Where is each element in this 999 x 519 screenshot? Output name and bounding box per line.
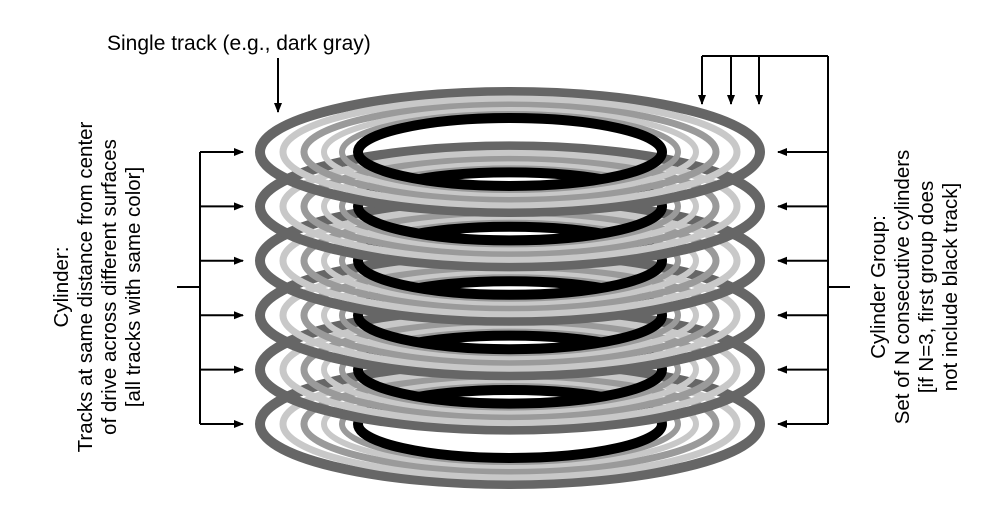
track-ring	[300, 155, 720, 257]
track-ring	[321, 107, 699, 197]
track-ring	[255, 141, 765, 272]
cylinder-group-label-line4: not include black track]	[939, 183, 962, 392]
track-ring	[321, 270, 699, 361]
track-ring	[321, 161, 699, 252]
track-ring	[279, 149, 741, 263]
single-track-label: Single track (e.g., dark gray)	[107, 32, 371, 55]
cylinder-bracket	[177, 148, 244, 428]
cylinder-label-line1: Cylinder:	[50, 247, 73, 328]
cylinder-group-label-line3: [if N=3, first group does	[915, 181, 938, 394]
cylinder-group-label: Cylinder Group: Set of N consecutive cyl…	[867, 150, 962, 425]
cylinder-label: Cylinder: Tracks at same distance from c…	[50, 121, 145, 452]
track-ring	[353, 167, 667, 246]
cylinder-label-line3: of drive across different surfaces	[98, 139, 121, 435]
track-ring	[353, 221, 667, 300]
cylinder-group-label-line2: Set of N consecutive cylinders	[891, 150, 914, 425]
cylinder-label-line2: Tracks at same distance from center	[74, 121, 97, 452]
track-ring	[279, 95, 741, 209]
track-ring	[353, 385, 667, 463]
cylinder-group-bracket	[698, 55, 850, 428]
track-ring	[321, 215, 699, 306]
track-ring	[353, 113, 667, 191]
cylinder-group-label-line1: Cylinder Group:	[867, 215, 890, 359]
platter	[255, 141, 765, 272]
platter	[255, 87, 765, 217]
platter-stack	[255, 87, 765, 489]
track-ring	[321, 324, 699, 415]
track-ring	[321, 379, 699, 469]
track-ring	[353, 276, 667, 355]
track-ring	[300, 101, 720, 203]
track-ring	[353, 330, 667, 409]
track-ring	[255, 87, 765, 217]
cylinder-label-line4: [all tracks with same color]	[122, 167, 145, 407]
